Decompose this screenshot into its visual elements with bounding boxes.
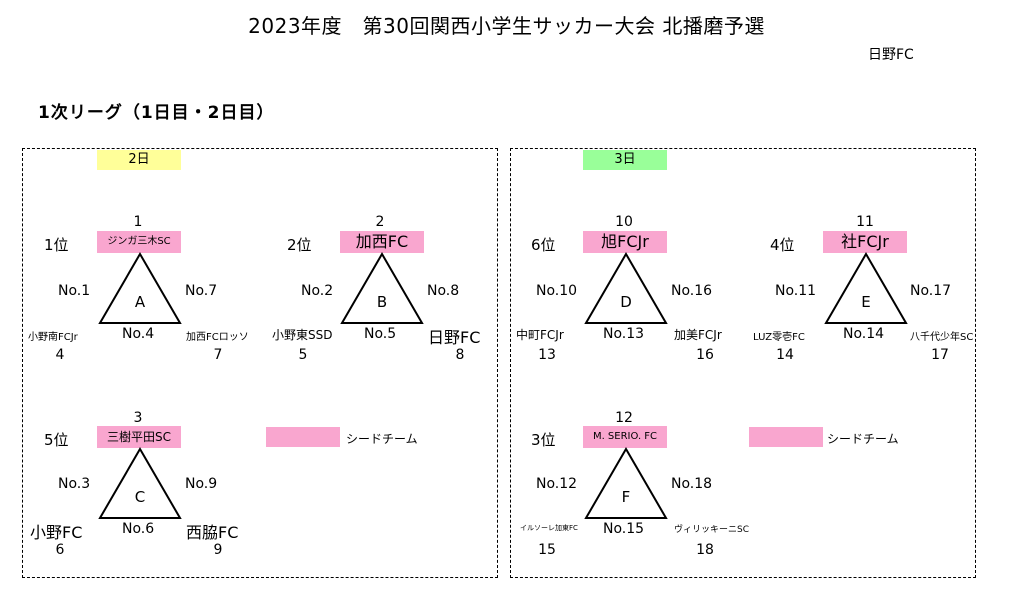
section-subtitle: 1次リーグ（1日目・2日目） [38, 103, 275, 123]
group-triangle [824, 252, 908, 324]
team-right: ヴィリッキーニSC [674, 525, 749, 535]
seed-team: 社FCJr [823, 231, 907, 253]
seed-number: 11 [856, 214, 874, 230]
team-right-number: 9 [213, 542, 223, 558]
seed-legend-label: シードチーム [346, 432, 418, 446]
organizer: 日野FC [868, 47, 914, 63]
team-right-number: 7 [213, 347, 223, 363]
team-left: 小野東SSD [272, 328, 333, 342]
day3-panel [510, 148, 976, 578]
seed-number: 1 [133, 214, 143, 230]
group-letter: C [134, 488, 146, 506]
team-right-number: 18 [696, 542, 714, 558]
match-bottom: No.13 [603, 326, 645, 342]
team-left: 小野南FCJr [28, 332, 78, 343]
team-left: 中町FCJr [516, 328, 564, 342]
seed-legend-swatch [266, 427, 340, 447]
rank-label: 1位 [44, 236, 69, 254]
seed-legend-label: シードチーム [827, 432, 899, 446]
match-left: No.2 [301, 283, 334, 299]
seed-number: 3 [133, 410, 143, 426]
match-right: No.17 [910, 283, 952, 299]
seed-number: 10 [615, 214, 633, 230]
match-right: No.16 [671, 283, 713, 299]
match-left: No.10 [536, 283, 578, 299]
team-left: イルソーレ加東FC [520, 524, 578, 532]
match-right: No.7 [185, 283, 218, 299]
team-right-number: 8 [455, 347, 465, 363]
rank-label: 4位 [770, 236, 795, 254]
group-letter: A [134, 293, 146, 311]
seed-team: 加西FC [340, 231, 424, 253]
match-left: No.3 [58, 476, 91, 492]
match-left: No.12 [536, 476, 578, 492]
seed-number: 2 [375, 214, 385, 230]
rank-label: 6位 [531, 236, 556, 254]
team-right-number: 17 [931, 347, 949, 363]
match-right: No.8 [427, 283, 460, 299]
page-title: 2023年度 第30回関西小学生サッカー大会 北播磨予選 [248, 14, 765, 38]
team-right: 西脇FC [186, 523, 239, 542]
day2-panel [22, 148, 498, 578]
group-letter: B [376, 293, 388, 311]
team-left: 小野FC [30, 523, 83, 542]
team-left-number: 13 [538, 347, 556, 363]
match-left: No.1 [58, 283, 91, 299]
team-left-number: 5 [298, 347, 308, 363]
seed-team: 三樹平田SC [97, 426, 181, 448]
team-right: 加美FCJr [674, 328, 722, 342]
group-triangle [98, 447, 182, 519]
team-right: 八千代少年SC [910, 332, 974, 343]
seed-team: 旭FCJr [583, 231, 667, 253]
match-right: No.9 [185, 476, 218, 492]
match-bottom: No.15 [603, 521, 645, 537]
match-bottom: No.14 [843, 326, 885, 342]
team-left-number: 14 [776, 347, 794, 363]
team-left: LUZ零壱FC [753, 332, 805, 343]
team-left-number: 4 [55, 347, 65, 363]
day3-badge: 3日 [583, 150, 667, 170]
group-letter: F [621, 488, 631, 506]
team-left-number: 6 [55, 542, 65, 558]
team-left-number: 15 [538, 542, 556, 558]
match-left: No.11 [775, 283, 817, 299]
day2-badge: 2日 [97, 150, 181, 170]
match-bottom: No.4 [122, 326, 155, 342]
rank-label: 5位 [44, 431, 69, 449]
team-right: 日野FC [428, 328, 481, 347]
match-bottom: No.6 [122, 521, 155, 537]
team-right-number: 16 [696, 347, 714, 363]
seed-team: ジンガ三木SC [97, 231, 181, 253]
match-bottom: No.5 [364, 326, 397, 342]
group-triangle [584, 447, 668, 519]
seed-legend-swatch [749, 427, 823, 447]
group-letter: E [861, 293, 871, 311]
seed-team: M. SERIO. FC [583, 426, 667, 448]
group-triangle [340, 252, 424, 324]
rank-label: 2位 [287, 236, 312, 254]
group-triangle [584, 252, 668, 324]
seed-number: 12 [615, 410, 633, 426]
match-right: No.18 [671, 476, 713, 492]
rank-label: 3位 [531, 431, 556, 449]
group-triangle [98, 252, 182, 324]
team-right: 加西FCロッソ [186, 332, 249, 343]
group-letter: D [620, 293, 632, 311]
